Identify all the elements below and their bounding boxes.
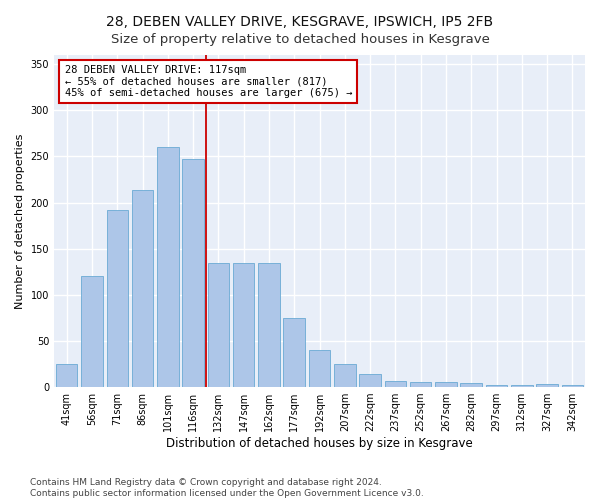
Bar bbox=[435, 382, 457, 387]
Text: 28, DEBEN VALLEY DRIVE, KESGRAVE, IPSWICH, IP5 2FB: 28, DEBEN VALLEY DRIVE, KESGRAVE, IPSWIC… bbox=[106, 15, 494, 29]
Bar bbox=[486, 385, 507, 387]
Bar bbox=[359, 374, 381, 387]
Text: 28 DEBEN VALLEY DRIVE: 117sqm
← 55% of detached houses are smaller (817)
45% of : 28 DEBEN VALLEY DRIVE: 117sqm ← 55% of d… bbox=[65, 65, 352, 98]
Bar bbox=[56, 364, 77, 387]
Bar bbox=[410, 382, 431, 387]
Bar bbox=[283, 318, 305, 387]
Bar bbox=[182, 159, 204, 387]
Bar bbox=[132, 190, 153, 387]
Text: Contains HM Land Registry data © Crown copyright and database right 2024.
Contai: Contains HM Land Registry data © Crown c… bbox=[30, 478, 424, 498]
Bar bbox=[334, 364, 356, 387]
Bar bbox=[460, 384, 482, 387]
Bar bbox=[562, 385, 583, 387]
Bar bbox=[385, 380, 406, 387]
Bar bbox=[107, 210, 128, 387]
Bar bbox=[309, 350, 330, 387]
X-axis label: Distribution of detached houses by size in Kesgrave: Distribution of detached houses by size … bbox=[166, 437, 473, 450]
Text: Size of property relative to detached houses in Kesgrave: Size of property relative to detached ho… bbox=[110, 32, 490, 46]
Bar bbox=[536, 384, 558, 387]
Y-axis label: Number of detached properties: Number of detached properties bbox=[15, 134, 25, 308]
Bar bbox=[258, 262, 280, 387]
Bar bbox=[511, 385, 533, 387]
Bar bbox=[233, 262, 254, 387]
Bar bbox=[208, 262, 229, 387]
Bar bbox=[157, 147, 179, 387]
Bar bbox=[81, 276, 103, 387]
